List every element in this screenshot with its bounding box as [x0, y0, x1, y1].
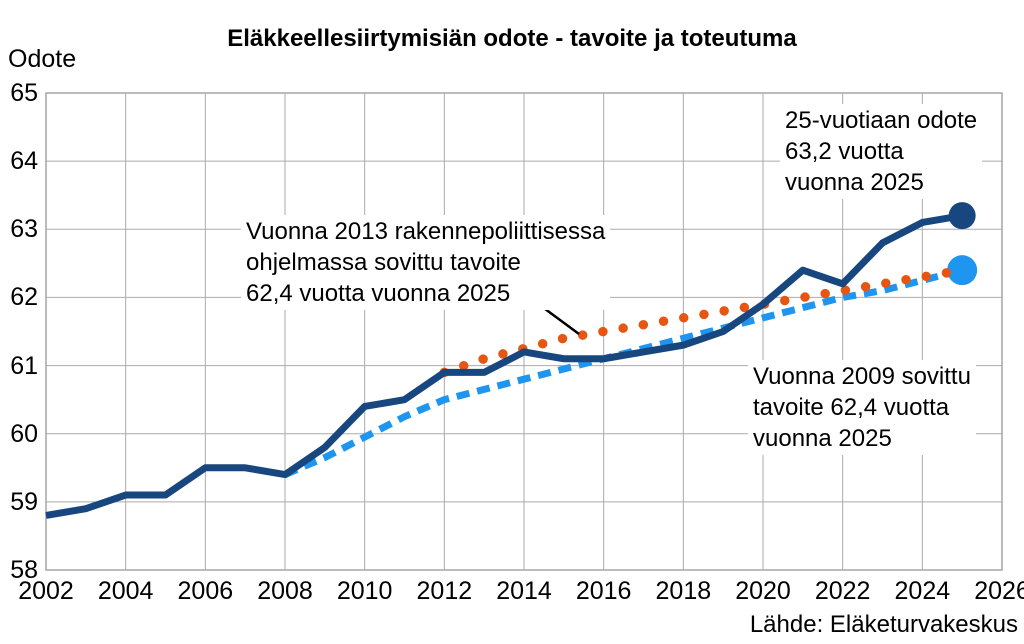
- annotation-target-2013: Vuonna 2013 rakennepoliittisessa ohjelma…: [241, 215, 611, 310]
- y-tick-label-59: 59: [10, 487, 38, 516]
- series-target-2009-end-marker: [947, 255, 978, 286]
- y-tick-label-60: 60: [10, 419, 38, 448]
- plot-border: [45, 92, 1003, 571]
- y-tick-label-63: 63: [10, 215, 38, 244]
- x-tick-label-2016: 2016: [575, 577, 632, 605]
- x-tick-label-2010: 2010: [336, 577, 393, 605]
- y-tick-label-58: 58: [10, 556, 38, 584]
- x-tick-label-2006: 2006: [177, 577, 234, 605]
- y-tick-label-62: 62: [10, 283, 38, 312]
- annotation-target-2009: Vuonna 2009 sovittu tavoite 62,4 vuotta …: [748, 360, 976, 455]
- annotation-expectancy-2025: 25-vuotiaan odote 63,2 vuotta vuonna 202…: [780, 104, 983, 199]
- x-tick-label-2020: 2020: [735, 577, 791, 605]
- chart-title: Eläkkeellesiirtymisiän odote - tavoite j…: [227, 25, 797, 52]
- series-actual-line: [45, 212, 963, 519]
- y-tick-label-64: 64: [10, 147, 38, 176]
- y-tick-label-61: 61: [10, 351, 38, 380]
- x-tick-label-2008: 2008: [257, 577, 313, 605]
- y-axis-title: Odote: [8, 45, 77, 73]
- x-tick-label-2018: 2018: [655, 577, 712, 605]
- x-tick-label-2002: 2002: [18, 577, 74, 605]
- source-note: Lähde: Eläketurvakeskus: [749, 611, 1018, 638]
- y-tick-label-65: 65: [10, 79, 38, 107]
- x-tick-label-2024: 2024: [894, 577, 951, 605]
- series-target-2013-line: [439, 265, 967, 378]
- series-actual-end-marker: [948, 202, 976, 230]
- x-tick-label-2004: 2004: [97, 577, 154, 605]
- x-tick-label-2022: 2022: [814, 577, 871, 605]
- x-tick-label-2014: 2014: [496, 577, 552, 605]
- x-tick-label-2012: 2012: [416, 577, 473, 605]
- x-tick-label-2026: 2026: [974, 577, 1024, 605]
